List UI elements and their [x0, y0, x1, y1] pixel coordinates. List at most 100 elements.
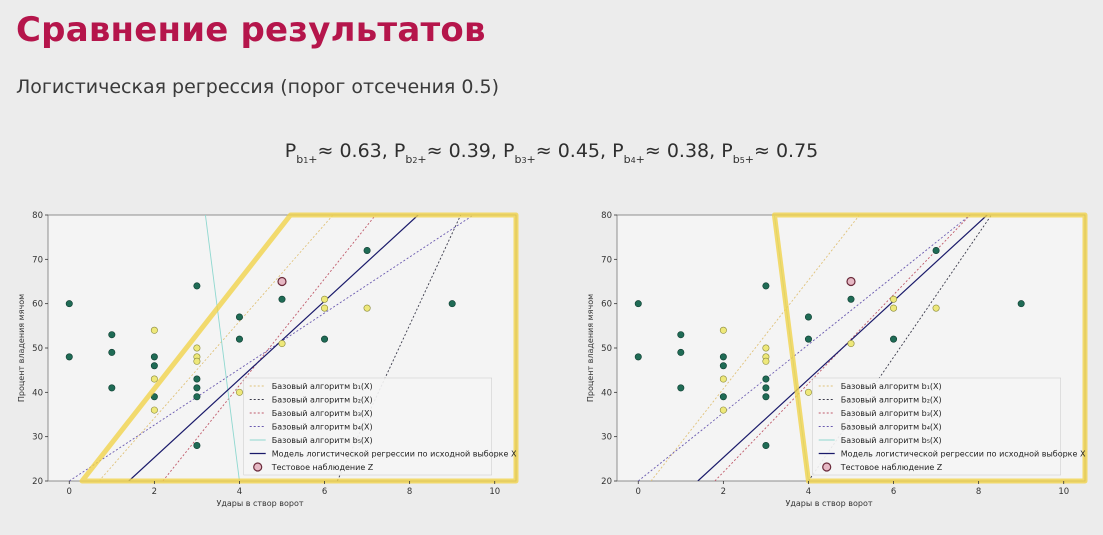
x-tick-label: 4 — [237, 487, 242, 497]
point-yellow — [235, 388, 243, 396]
probability-term: Pb4+≈ 0.38 — [612, 140, 710, 166]
legend-test-marker — [822, 462, 832, 472]
point-green — [65, 300, 73, 308]
point-yellow — [847, 340, 855, 348]
y-tick-label: 80 — [601, 211, 612, 221]
point-green — [363, 246, 371, 254]
point-green — [278, 295, 286, 303]
y-tick-label: 20 — [601, 477, 612, 487]
series-line-6 — [128, 215, 419, 481]
y-tick-label: 40 — [601, 388, 612, 398]
legend-test-label: Тестовое наблюдение Z — [271, 463, 374, 472]
point-yellow — [762, 357, 770, 365]
point-yellow — [193, 344, 201, 352]
probability-term: Pb2+≈ 0.39 — [393, 140, 491, 166]
series-line-4 — [637, 215, 971, 481]
point-green — [762, 384, 770, 392]
point-yellow — [804, 388, 812, 396]
x-tick-label: 0 — [636, 487, 641, 497]
x-tick-label: 2 — [152, 487, 157, 497]
point-green — [235, 313, 243, 321]
point-green — [890, 335, 898, 343]
test-point — [846, 276, 856, 287]
y-tick-label: 70 — [32, 255, 43, 265]
x-tick-label: 10 — [489, 487, 500, 497]
point-green — [677, 331, 685, 339]
legend-label: Базовый алгоритм b₃(X) — [841, 409, 942, 418]
point-green — [65, 353, 73, 361]
y-tick-label: 20 — [32, 477, 43, 487]
series-line-3 — [162, 215, 376, 481]
y-tick-label: 60 — [32, 300, 43, 310]
legend-label: Модель логистической регрессии по исходн… — [841, 450, 1086, 459]
plot-content — [65, 215, 474, 481]
plot-content — [634, 215, 1025, 481]
point-yellow — [193, 357, 201, 365]
point-green — [677, 348, 685, 356]
point-green — [108, 384, 116, 392]
point-yellow — [321, 304, 329, 312]
x-tick-label: 2 — [721, 487, 726, 497]
series-line-6 — [697, 215, 988, 481]
point-green — [719, 393, 727, 401]
point-green — [932, 246, 940, 254]
x-tick-label: 6 — [891, 487, 896, 497]
point-green — [762, 282, 770, 290]
probability-term: Pb5+≈ 0.75 — [721, 140, 819, 166]
legend-label: Базовый алгоритм b₁(X) — [841, 382, 942, 391]
point-green — [108, 331, 116, 339]
point-yellow — [321, 295, 329, 303]
legend-box — [243, 377, 493, 476]
series-line-1 — [650, 215, 860, 481]
point-green — [108, 348, 116, 356]
point-green — [634, 300, 642, 308]
point-green — [193, 442, 201, 450]
y-tick-label: 30 — [32, 433, 43, 443]
point-yellow — [762, 344, 770, 352]
point-green — [719, 362, 727, 370]
y-tick-label: 70 — [601, 255, 612, 265]
legend-label: Базовый алгоритм b₃(X) — [272, 409, 373, 418]
point-green — [448, 300, 456, 308]
legend-label: Модель логистической регрессии по исходн… — [272, 450, 517, 459]
y-tick-label: 50 — [601, 344, 612, 354]
legend-test-marker — [253, 462, 263, 472]
point-green — [762, 393, 770, 401]
point-yellow — [363, 304, 371, 312]
point-yellow — [890, 304, 898, 312]
legend-test-label: Тестовое наблюдение Z — [840, 463, 943, 472]
x-tick-label: 4 — [806, 487, 811, 497]
legend-label: Базовый алгоритм b₂(X) — [841, 396, 942, 405]
point-green — [762, 442, 770, 450]
series-line-4 — [69, 215, 474, 481]
point-green — [804, 335, 812, 343]
legend-label: Базовый алгоритм b₅(X) — [841, 436, 942, 445]
point-green — [762, 375, 770, 383]
x-axis-label: Удары в створ ворот — [785, 499, 872, 508]
point-green — [634, 353, 642, 361]
point-green — [804, 313, 812, 321]
point-green — [150, 362, 158, 370]
y-axis-label: Процент владения мячом — [17, 294, 26, 402]
x-tick-label: 8 — [976, 487, 981, 497]
point-green — [193, 282, 201, 290]
point-yellow — [278, 340, 286, 348]
point-green — [1017, 300, 1025, 308]
highlight-region — [79, 212, 519, 484]
probability-formula: Pb1+≈ 0.63, Pb2+≈ 0.39, Pb3+≈ 0.45, Pb4+… — [284, 140, 819, 166]
point-green — [321, 335, 329, 343]
x-tick-label: 6 — [322, 487, 327, 497]
point-green — [150, 353, 158, 361]
legend-label: Базовый алгоритм b₂(X) — [272, 396, 373, 405]
point-green — [847, 295, 855, 303]
point-green — [677, 384, 685, 392]
legend-label: Базовый алгоритм b₁(X) — [272, 382, 373, 391]
point-yellow — [719, 326, 727, 334]
test-point — [277, 276, 287, 287]
point-green — [193, 375, 201, 383]
point-yellow — [932, 304, 940, 312]
point-green — [193, 384, 201, 392]
point-yellow — [150, 326, 158, 334]
